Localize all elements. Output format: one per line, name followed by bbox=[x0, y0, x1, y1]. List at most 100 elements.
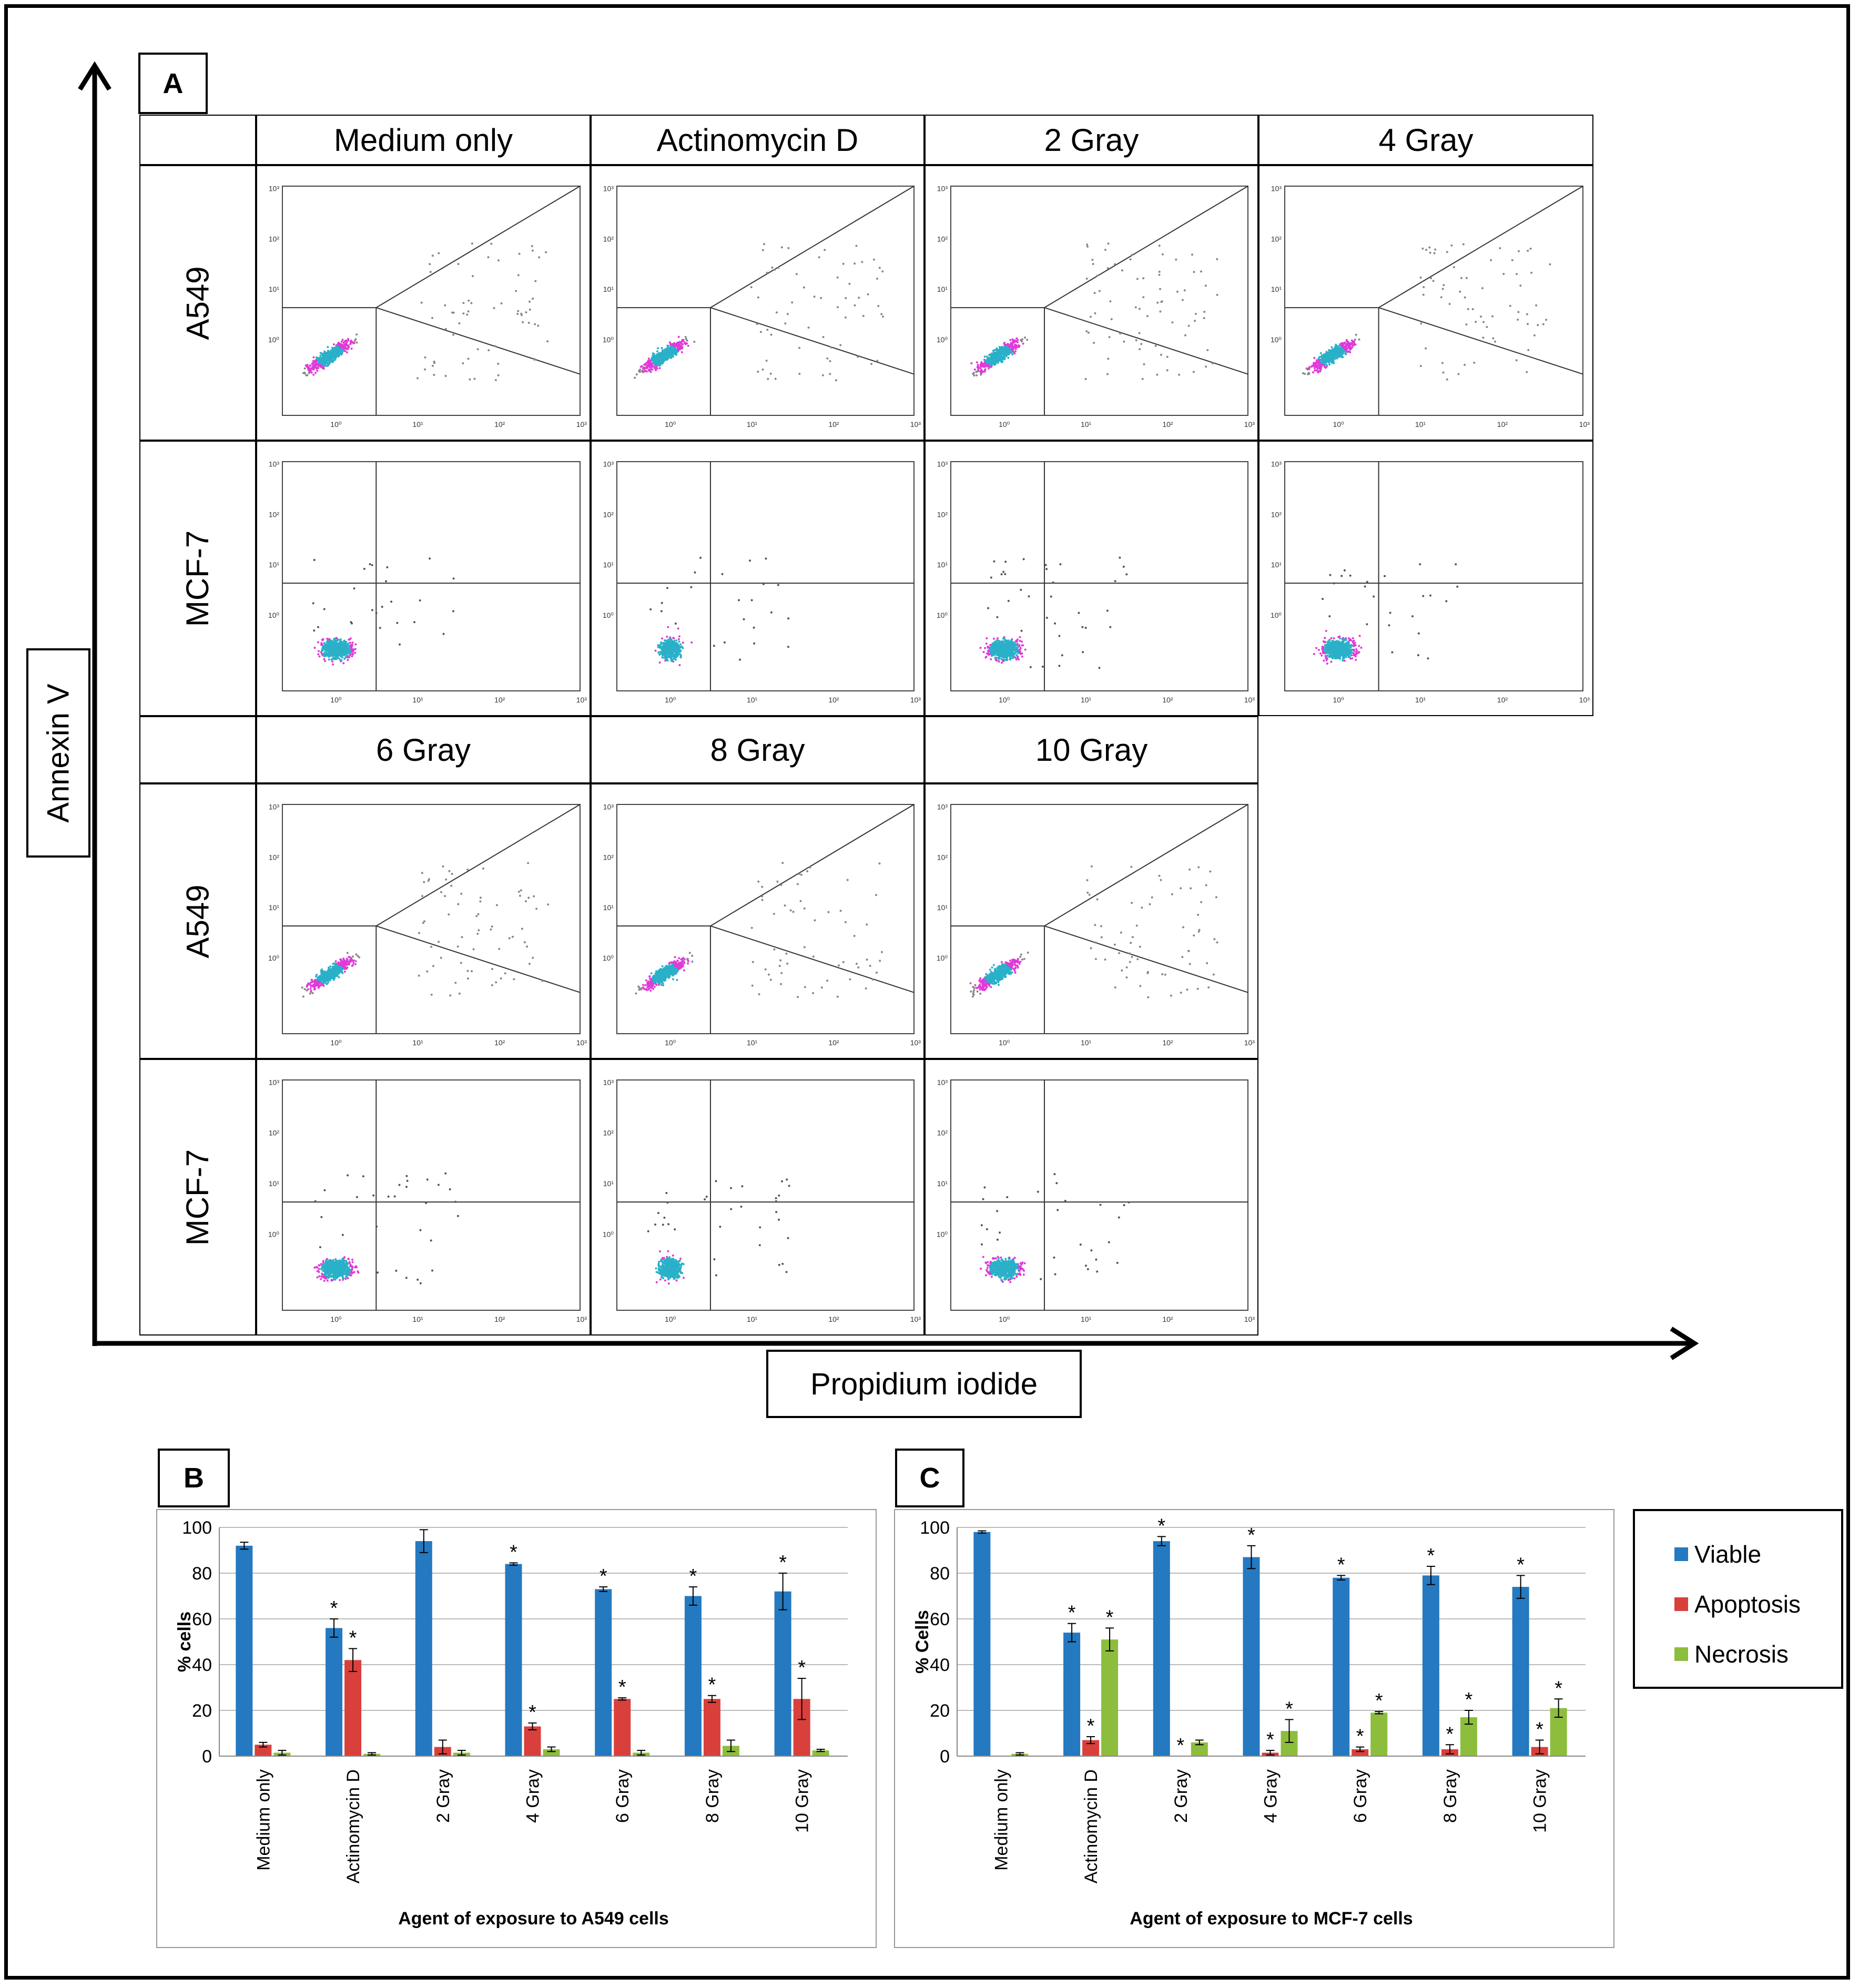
event-dot bbox=[322, 355, 324, 358]
event-dot bbox=[1078, 611, 1080, 614]
event-dot bbox=[986, 652, 988, 655]
event-dot bbox=[1353, 342, 1355, 344]
x-tick-label: 10⁰ bbox=[999, 696, 1010, 704]
event-dot bbox=[987, 356, 990, 359]
event-dot bbox=[677, 638, 680, 640]
event-dot bbox=[1332, 351, 1334, 354]
event-dot bbox=[324, 355, 327, 358]
event-dot bbox=[1317, 649, 1320, 651]
event-dot bbox=[1015, 654, 1018, 656]
event-dot bbox=[1017, 657, 1019, 659]
y-tick-label: 10³ bbox=[269, 184, 280, 192]
event-dot bbox=[980, 373, 982, 376]
event-dot bbox=[667, 626, 669, 628]
event-dot bbox=[1216, 293, 1218, 296]
event-dot bbox=[1325, 354, 1328, 356]
event-dot bbox=[329, 356, 331, 359]
event-dot bbox=[649, 371, 652, 373]
event-dot bbox=[1045, 617, 1048, 619]
event-dot bbox=[766, 271, 768, 274]
event-dot bbox=[335, 644, 338, 646]
event-dot bbox=[1104, 249, 1106, 251]
event-dot bbox=[878, 267, 881, 269]
event-dot bbox=[1002, 655, 1004, 658]
event-dot bbox=[1020, 339, 1022, 341]
event-dot bbox=[1491, 315, 1494, 318]
event-dot bbox=[994, 649, 997, 651]
plot-area bbox=[282, 186, 581, 416]
figure-frame bbox=[4, 4, 1850, 1980]
event-dot bbox=[320, 361, 322, 363]
event-dot bbox=[787, 617, 790, 620]
event-dot bbox=[1007, 351, 1010, 354]
event-dot bbox=[1456, 585, 1459, 588]
plot-area bbox=[616, 186, 915, 416]
event-dot bbox=[1017, 652, 1019, 655]
event-dot bbox=[534, 280, 537, 282]
event-dot bbox=[340, 659, 343, 661]
event-dot bbox=[1006, 656, 1009, 658]
event-dot bbox=[337, 638, 340, 641]
event-dot bbox=[351, 655, 353, 658]
y-tick-label: 10² bbox=[603, 510, 614, 518]
event-dot bbox=[329, 639, 332, 642]
x-tick-label: 10¹ bbox=[1081, 420, 1092, 429]
event-dot bbox=[1490, 259, 1492, 261]
event-dot bbox=[1009, 654, 1011, 657]
event-dot bbox=[989, 650, 992, 653]
event-dot bbox=[848, 282, 851, 285]
event-dot bbox=[518, 252, 521, 255]
event-dot bbox=[798, 373, 801, 375]
event-dot bbox=[649, 608, 652, 610]
event-dot bbox=[522, 321, 524, 323]
event-dot bbox=[1007, 599, 1010, 602]
event-dot bbox=[753, 626, 755, 629]
event-dot bbox=[1001, 652, 1004, 655]
event-dot bbox=[988, 365, 990, 368]
event-dot bbox=[353, 342, 355, 344]
event-dot bbox=[471, 242, 473, 245]
event-dot bbox=[326, 352, 328, 354]
event-dot bbox=[317, 653, 320, 656]
event-dot bbox=[666, 358, 669, 360]
event-dot bbox=[1545, 319, 1548, 321]
event-dot bbox=[661, 637, 664, 640]
event-dot bbox=[677, 335, 680, 338]
event-dot bbox=[1330, 346, 1333, 349]
event-dot bbox=[470, 302, 473, 304]
event-dot bbox=[343, 654, 346, 656]
event-dot bbox=[685, 338, 687, 340]
event-dot bbox=[371, 609, 373, 611]
x-tick-label: 10¹ bbox=[1415, 696, 1426, 704]
event-dot bbox=[1423, 286, 1425, 288]
event-dot bbox=[634, 376, 636, 379]
event-dot bbox=[1471, 308, 1474, 310]
event-dot bbox=[676, 350, 678, 353]
y-tick-label: 10² bbox=[937, 510, 948, 518]
event-dot bbox=[331, 660, 334, 663]
event-dot bbox=[880, 313, 883, 315]
event-dot bbox=[390, 600, 393, 603]
event-dot bbox=[771, 266, 774, 269]
event-dot bbox=[494, 379, 497, 381]
event-dot bbox=[644, 370, 647, 372]
event-dot bbox=[1354, 343, 1357, 346]
event-dot bbox=[661, 352, 663, 354]
event-dot bbox=[1527, 323, 1529, 325]
event-dot bbox=[350, 340, 352, 343]
event-dot bbox=[324, 660, 326, 662]
column-header: Actinomycin D bbox=[591, 115, 925, 165]
event-dot bbox=[324, 647, 327, 649]
event-dot bbox=[1093, 292, 1096, 294]
x-tick-label: 10¹ bbox=[412, 696, 423, 704]
event-dot bbox=[1475, 321, 1477, 323]
event-dot bbox=[645, 366, 647, 369]
event-dot bbox=[323, 608, 326, 610]
plot-area bbox=[616, 461, 915, 691]
event-dot bbox=[529, 300, 531, 303]
event-dot bbox=[635, 373, 638, 376]
event-dot bbox=[531, 249, 534, 252]
